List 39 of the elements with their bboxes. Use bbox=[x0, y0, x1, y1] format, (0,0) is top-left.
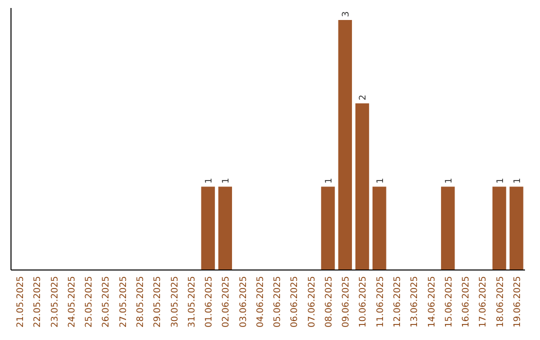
data-label: 1 bbox=[324, 178, 334, 184]
x-tick-label: 04.06.2025 bbox=[256, 276, 266, 328]
data-label: 1 bbox=[376, 178, 386, 184]
x-tick-label: 27.05.2025 bbox=[118, 276, 129, 328]
x-tick-label: 06.06.2025 bbox=[290, 276, 300, 328]
data-label: 1 bbox=[204, 178, 215, 184]
x-tick-label: 17.06.2025 bbox=[478, 276, 489, 328]
x-tick-label: 21.05.2025 bbox=[16, 276, 26, 328]
x-tick-label: 16.06.2025 bbox=[462, 276, 472, 328]
x-tick-label: 30.05.2025 bbox=[170, 276, 180, 328]
x-tick-label: 09.06.2025 bbox=[342, 276, 352, 328]
x-tick-label: 28.05.2025 bbox=[136, 276, 146, 328]
x-tick-label: 03.06.2025 bbox=[238, 276, 249, 328]
x-tick-label: 24.05.2025 bbox=[67, 276, 78, 328]
data-label: 1 bbox=[512, 178, 523, 184]
x-tick-label: 23.05.2025 bbox=[50, 276, 60, 328]
data-label: 1 bbox=[222, 178, 232, 184]
x-tick-label: 26.05.2025 bbox=[102, 276, 112, 328]
x-tick-label: 05.06.2025 bbox=[273, 276, 284, 328]
x-tick-label: 22.05.2025 bbox=[33, 276, 44, 328]
x-tick-label: 13.06.2025 bbox=[410, 276, 420, 328]
x-tick-label: 18.06.2025 bbox=[496, 276, 506, 328]
x-tick-label: 14.06.2025 bbox=[427, 276, 438, 328]
x-tick-label: 15.06.2025 bbox=[444, 276, 454, 328]
x-tick-label: 12.06.2025 bbox=[393, 276, 403, 328]
x-tick-label: 31.05.2025 bbox=[187, 276, 198, 328]
data-label: 1 bbox=[444, 178, 454, 184]
x-tick-label: 01.06.2025 bbox=[204, 276, 215, 328]
x-tick-label: 02.06.2025 bbox=[222, 276, 232, 328]
x-tick-label: 25.05.2025 bbox=[84, 276, 95, 328]
data-label: 1 bbox=[496, 178, 506, 184]
x-tick-label: 29.05.2025 bbox=[153, 276, 164, 328]
data-label: 3 bbox=[342, 11, 352, 17]
x-tick-label: 08.06.2025 bbox=[324, 276, 334, 328]
x-tick-label: 19.06.2025 bbox=[512, 276, 523, 328]
x-tick-label: 11.06.2025 bbox=[376, 276, 386, 328]
data-label: 2 bbox=[358, 94, 369, 100]
x-tick-label: 07.06.2025 bbox=[307, 276, 318, 328]
x-tick-label: 10.06.2025 bbox=[358, 276, 369, 328]
